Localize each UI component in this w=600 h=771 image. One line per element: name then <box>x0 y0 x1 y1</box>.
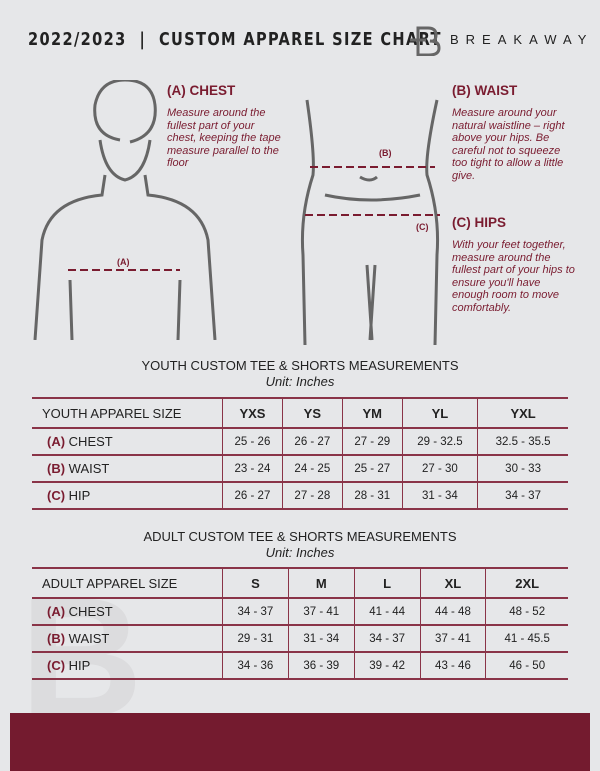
size-column-header: YL <box>401 397 478 429</box>
measurement-value: 41 - 45.5 <box>485 624 568 653</box>
size-column-header: YS <box>281 397 343 429</box>
hips-heading: (C) HIPS <box>452 215 506 230</box>
measurement-name: HIP <box>68 658 91 673</box>
chest-description: Measure around the fullest part of your … <box>167 107 281 169</box>
table-row: (B) WAIST 29 - 31 31 - 34 34 - 37 37 - 41 41 … <box>32 624 568 653</box>
measurement-value: 27 - 29 <box>341 427 403 456</box>
measurement-code: (A) <box>47 434 66 449</box>
waist-description: Measure around your natural waistline – … <box>452 107 565 182</box>
measurement-value: 31 - 34 <box>401 481 478 510</box>
measurement-value: 26 - 27 <box>222 481 283 510</box>
measurement-value: 34 - 36 <box>222 651 289 680</box>
measurement-code: (A) <box>47 604 66 619</box>
breakaway-logo-icon <box>410 26 441 56</box>
measurement-value: 48 - 52 <box>485 597 568 626</box>
chest-figure <box>33 80 217 340</box>
measurement-name: WAIST <box>68 461 110 476</box>
measurement-value: 36 - 39 <box>287 651 355 680</box>
measurement-value: 25 - 26 <box>222 427 283 456</box>
measurement-value: 34 - 37 <box>477 481 568 510</box>
size-column-header: 2XL <box>485 567 568 599</box>
size-column-header: M <box>287 567 355 599</box>
measurement-code: (C) <box>47 488 66 503</box>
measurement-label: (C) HIP <box>32 651 223 680</box>
size-column-header: YXS <box>222 397 283 429</box>
measurement-code: (B) <box>47 631 66 646</box>
size-column-header: L <box>353 567 421 599</box>
youth-table-title: YOUTH CUSTOM TEE & SHORTS MEASUREMENTS <box>141 358 459 373</box>
measurement-code: (C) <box>47 658 66 673</box>
size-column-header: S <box>222 567 289 599</box>
measurement-value: 34 - 37 <box>353 624 421 653</box>
measurement-value: 26 - 27 <box>281 427 343 456</box>
size-header: ADULT APPAREL SIZE <box>32 567 223 599</box>
waist-marker: (B) <box>379 148 392 158</box>
measurement-value: 29 - 31 <box>222 624 289 653</box>
size-column-header: XL <box>419 567 486 599</box>
hips-marker: (C) <box>416 222 429 232</box>
table-row: (C) HIP 34 - 36 36 - 39 39 - 42 43 - 46 46 - … <box>32 651 568 680</box>
page-title: 2022/2023 | CUSTOM APPAREL SIZE CHART <box>28 29 442 50</box>
size-column-header: YXL <box>477 397 568 429</box>
footer-band <box>10 713 590 771</box>
youth-unit: Unit: Inches <box>265 374 335 389</box>
measurement-label: (A) CHEST <box>32 597 223 626</box>
youth-size-table: YOUTH APPAREL SIZE YXS YS YM YL YXL (A) CHEST 2… <box>32 397 568 510</box>
adult-unit: Unit: Inches <box>265 545 335 560</box>
measurement-value: 27 - 28 <box>281 481 343 510</box>
measurement-value: 31 - 34 <box>287 624 355 653</box>
table-row: (A) CHEST 34 - 37 37 - 41 41 - 44 44 - 48 48 … <box>32 597 568 626</box>
chest-marker: (A) <box>117 257 130 267</box>
adult-table-title: ADULT CUSTOM TEE & SHORTS MEASUREMENTS <box>143 529 457 544</box>
measurement-value: 44 - 48 <box>419 597 486 626</box>
measurement-value: 39 - 42 <box>353 651 421 680</box>
measurement-value: 37 - 41 <box>287 597 355 626</box>
chest-heading: (A) CHEST <box>167 83 236 98</box>
measurement-value: 24 - 25 <box>281 454 343 483</box>
measurement-value: 25 - 27 <box>341 454 403 483</box>
measurement-value: 30 - 33 <box>477 454 568 483</box>
measurement-name: CHEST <box>68 434 113 449</box>
measurement-value: 23 - 24 <box>222 454 283 483</box>
measurement-label: (B) WAIST <box>32 454 223 483</box>
measurement-value: 46 - 50 <box>485 651 568 680</box>
table-header-row: ADULT APPAREL SIZE S M L XL 2XL <box>32 567 568 599</box>
measurement-label: (C) HIP <box>32 481 223 510</box>
waist-heading: (B) WAIST <box>452 83 518 98</box>
measurement-value: 41 - 44 <box>353 597 421 626</box>
adult-size-table: ADULT APPAREL SIZE S M L XL 2XL (A) CHEST 34 - … <box>32 567 568 680</box>
table-row: (C) HIP 26 - 27 27 - 28 28 - 31 31 - 34 34 - … <box>32 481 568 510</box>
size-header: YOUTH APPAREL SIZE <box>32 397 223 429</box>
measurement-code: (B) <box>47 461 66 476</box>
measurement-name: CHEST <box>68 604 113 619</box>
table-header-row: YOUTH APPAREL SIZE YXS YS YM YL YXL <box>32 397 568 429</box>
hips-description: With your feet together, measure around … <box>452 239 575 314</box>
table-row: (A) CHEST 25 - 26 26 - 27 27 - 29 29 - 32.5 3… <box>32 427 568 456</box>
measurement-value: 32.5 - 35.5 <box>477 427 568 456</box>
measurement-label: (B) WAIST <box>32 624 223 653</box>
torso-figure <box>300 99 440 345</box>
measurement-value: 29 - 32.5 <box>401 427 478 456</box>
measurement-name: HIP <box>68 488 91 503</box>
measurement-value: 27 - 30 <box>401 454 478 483</box>
measurement-value: 28 - 31 <box>341 481 403 510</box>
size-column-header: YM <box>341 397 403 429</box>
measurement-value: 43 - 46 <box>419 651 486 680</box>
measurement-value: 34 - 37 <box>222 597 289 626</box>
table-row: (B) WAIST 23 - 24 24 - 25 25 - 27 27 - 30 30 … <box>32 454 568 483</box>
measurement-value: 37 - 41 <box>419 624 486 653</box>
measurement-name: WAIST <box>68 631 110 646</box>
brand-name: BREAKAWAY <box>450 32 594 47</box>
measurement-label: (A) CHEST <box>32 427 223 456</box>
